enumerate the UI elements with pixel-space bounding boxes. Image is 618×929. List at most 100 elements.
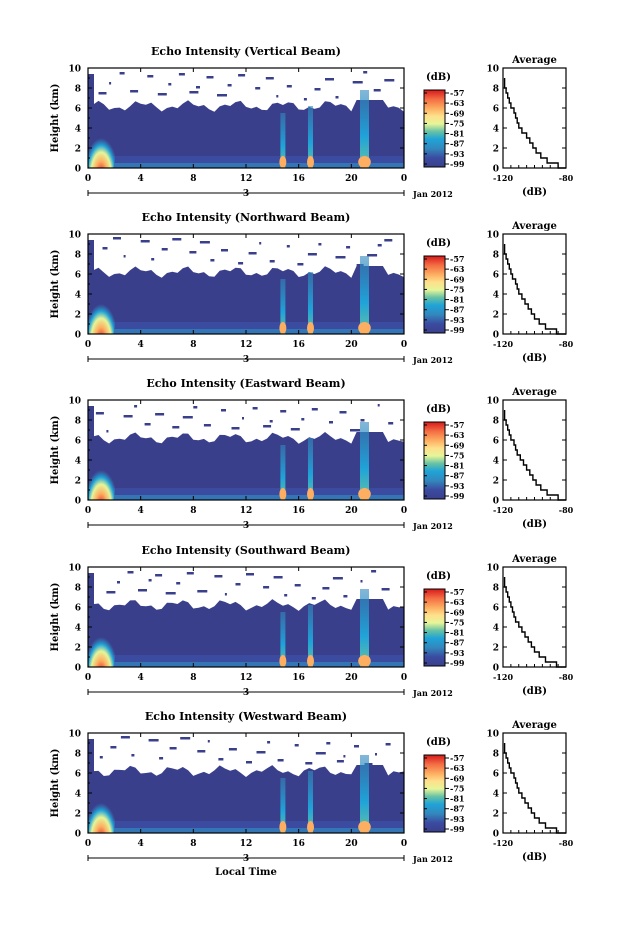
- y-tick-label: 10: [68, 397, 81, 407]
- echo-spike: [360, 589, 369, 667]
- echo-fragment: [284, 594, 288, 597]
- avg-y-tick-label: 0: [493, 830, 499, 840]
- echo-fragment: [214, 575, 223, 578]
- echo-spike: [280, 612, 286, 667]
- echo-fragment: [238, 262, 244, 265]
- echo-fragment: [354, 745, 359, 748]
- average-profile-line: [503, 410, 566, 501]
- colorbar-tick-label: -87: [450, 638, 464, 648]
- x-tick-label: 0: [401, 673, 407, 683]
- avg-x-axis-label: (dB): [522, 353, 547, 364]
- colorbar-tick-label: -75: [450, 783, 464, 793]
- avg-y-tick-label: 2: [493, 145, 499, 155]
- echo-fragment: [98, 92, 107, 95]
- colorbar: [423, 421, 446, 500]
- x-tick-label: 4: [138, 340, 144, 350]
- y-tick-label: 10: [68, 65, 81, 75]
- echo-fragment: [329, 421, 333, 424]
- date-label: 3: [243, 521, 249, 531]
- echo-spike-base: [279, 488, 287, 500]
- colorbar-tick-label: -99: [450, 824, 465, 834]
- echo-fragment: [148, 739, 159, 742]
- avg-y-tick-label: 0: [493, 165, 499, 175]
- echo-fragment: [138, 589, 147, 592]
- x-tick-label: 12: [240, 673, 253, 683]
- echo-fragment: [102, 247, 108, 250]
- x-tick-label: 8: [190, 340, 196, 350]
- avg-y-tick-label: 2: [493, 477, 499, 487]
- panel-title: Echo Intensity (Northward Beam): [142, 211, 351, 224]
- colorbar-tick-label: -63: [450, 597, 465, 607]
- x-tick-label: 0: [85, 839, 91, 849]
- echo-layer: [88, 266, 404, 334]
- y-tick-label: 2: [75, 145, 81, 155]
- avg-y-tick-label: 2: [493, 810, 499, 820]
- avg-x-axis-label: (dB): [522, 686, 547, 697]
- colorbar-tick-label: -69: [450, 773, 465, 783]
- echo-fragment: [259, 242, 262, 245]
- echo-fragment: [286, 245, 290, 248]
- echo-fragment: [113, 237, 121, 240]
- echo-fragment: [193, 406, 198, 409]
- avg-y-tick-label: 4: [493, 291, 499, 301]
- colorbar-tick-label: -63: [450, 98, 465, 108]
- colorbar-tick-label: -69: [450, 607, 465, 617]
- echo-column: [88, 573, 94, 667]
- echo-fragment: [217, 94, 227, 97]
- echo-fragment: [221, 249, 228, 252]
- avg-x-tick-label: -80: [559, 672, 574, 682]
- echo-fragment: [305, 762, 313, 765]
- echo-hotspot: [88, 788, 116, 833]
- echo-fragment: [326, 742, 331, 745]
- avg-x-tick-label: -120: [493, 838, 513, 848]
- colorbar-tick-label: -57: [450, 753, 464, 763]
- x-tick-label: 4: [138, 174, 144, 184]
- x-tick-label: 12: [240, 506, 253, 516]
- echo-fragment: [315, 752, 326, 755]
- echo-spike: [308, 605, 313, 667]
- avg-y-tick-label: 2: [493, 644, 499, 654]
- x-tick-label: 16: [292, 839, 305, 849]
- echo-spike-base: [358, 156, 371, 168]
- echo-hotspot: [88, 455, 116, 500]
- month-label: Jan 2012: [412, 521, 453, 531]
- echo-spike: [308, 272, 313, 334]
- echo-spike-base: [358, 322, 371, 334]
- echo-fragment: [286, 85, 292, 88]
- echo-spike-base: [279, 821, 287, 833]
- echo-spike-base: [307, 322, 315, 334]
- y-tick-label: 0: [75, 165, 81, 175]
- date-label: 3: [243, 355, 249, 365]
- avg-y-tick-label: 4: [493, 624, 499, 634]
- avg-y-tick-label: 8: [493, 584, 499, 594]
- echo-spike: [280, 778, 286, 833]
- avg-x-tick-label: -120: [493, 173, 513, 183]
- echo-hotspot: [88, 622, 116, 667]
- echo-fragment: [377, 244, 382, 247]
- x-tick-label: 0: [401, 340, 407, 350]
- y-tick-label: 8: [75, 750, 81, 760]
- x-tick-label: 0: [401, 174, 407, 184]
- echo-fragment: [325, 78, 334, 81]
- avg-y-tick-label: 8: [493, 417, 499, 427]
- average-profile-line: [503, 244, 566, 335]
- colorbar-tick-label: -75: [450, 617, 464, 627]
- avg-y-tick-label: 10: [486, 65, 499, 75]
- echo-spike-base: [358, 488, 371, 500]
- x-tick-label: 20: [345, 174, 358, 184]
- echo-hotspot: [88, 289, 116, 334]
- echo-layer: [88, 599, 404, 667]
- x-tick-label: 4: [138, 506, 144, 516]
- echo-fragment: [267, 741, 271, 744]
- y-tick-label: 4: [75, 790, 81, 800]
- avg-x-tick-label: -80: [559, 505, 574, 515]
- echo-fragment: [169, 747, 177, 750]
- colorbar: [423, 89, 446, 168]
- avg-y-tick-label: 10: [486, 231, 499, 241]
- echo-fragment: [255, 87, 261, 90]
- echo-spike-base: [358, 821, 371, 833]
- y-axis-label: Height (km): [50, 84, 61, 153]
- month-label: Jan 2012: [412, 854, 453, 864]
- echo-fragment: [151, 258, 155, 261]
- colorbar-tick-label: -81: [450, 461, 464, 471]
